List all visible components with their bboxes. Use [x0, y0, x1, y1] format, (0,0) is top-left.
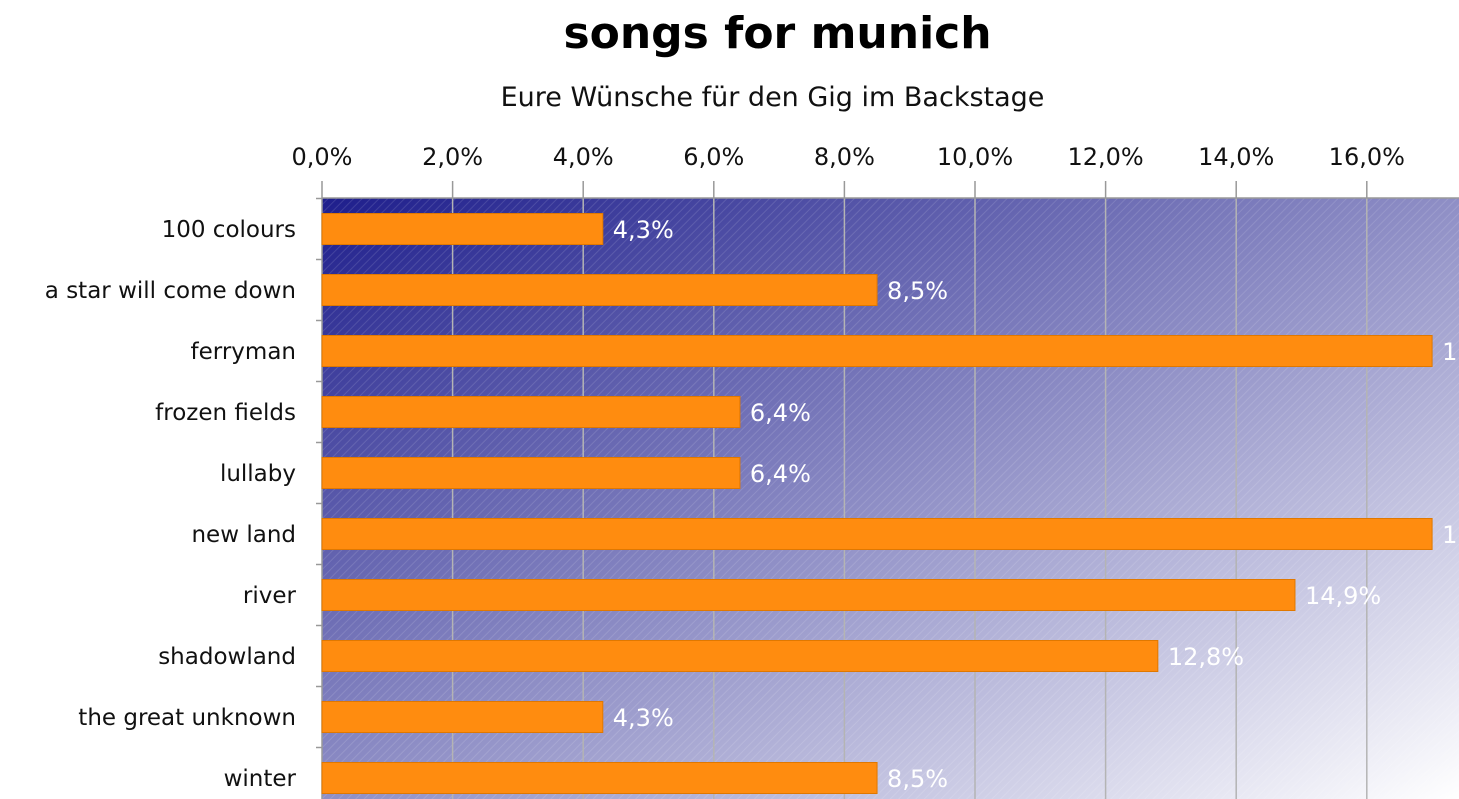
- x-tick-label: 16,0%: [1329, 143, 1405, 171]
- data-label: 8,5%: [887, 765, 948, 793]
- category-label: winter: [224, 766, 297, 792]
- data-label: 17,0%: [1442, 338, 1459, 366]
- bar: [321, 274, 878, 306]
- bar: [321, 335, 1433, 367]
- bar: [321, 213, 604, 245]
- bar: [321, 396, 741, 428]
- category-label: lullaby: [220, 461, 296, 487]
- chart-subtitle: Eure Wünsche für den Gig im Backstage: [500, 82, 1045, 113]
- bar: [321, 762, 878, 794]
- x-tick-label: 14,0%: [1198, 143, 1274, 171]
- bars: [321, 213, 1433, 794]
- data-label: 12,8%: [1168, 643, 1244, 671]
- data-label: 8,5%: [887, 277, 948, 305]
- category-label: frozen fields: [155, 400, 296, 426]
- chart-title: songs for munich: [563, 8, 992, 59]
- bar: [321, 457, 741, 489]
- data-label: 4,3%: [613, 704, 674, 732]
- bar: [321, 579, 1296, 611]
- x-tick-label: 4,0%: [553, 143, 614, 171]
- x-tick-label: 10,0%: [937, 143, 1013, 171]
- x-tick-label: 8,0%: [814, 143, 875, 171]
- data-label: 14,9%: [1305, 582, 1381, 610]
- data-label: 17,0%: [1442, 521, 1459, 549]
- category-label: a star will come down: [45, 278, 296, 304]
- bar: [321, 701, 604, 733]
- bar: [321, 518, 1433, 550]
- x-tick-label: 0,0%: [292, 143, 353, 171]
- category-label: the great unknown: [78, 705, 296, 731]
- x-tick-label: 12,0%: [1067, 143, 1143, 171]
- labels: 0,0% 2,0% 4,0% 6,0% 8,0% 10,0% 12,0% 14,0% 16,0%…: [45, 143, 1459, 793]
- category-label: river: [243, 583, 297, 609]
- category-label: 100 colours: [162, 217, 296, 243]
- x-tick-label: 6,0%: [683, 143, 744, 171]
- bar: [321, 640, 1159, 672]
- category-label: ferryman: [191, 339, 296, 365]
- data-label: 4,3%: [613, 216, 674, 244]
- category-label: shadowland: [158, 644, 296, 670]
- x-tick-label: 2,0%: [422, 143, 483, 171]
- data-label: 6,4%: [750, 399, 811, 427]
- data-label: 6,4%: [750, 460, 811, 488]
- category-label: new land: [191, 522, 296, 548]
